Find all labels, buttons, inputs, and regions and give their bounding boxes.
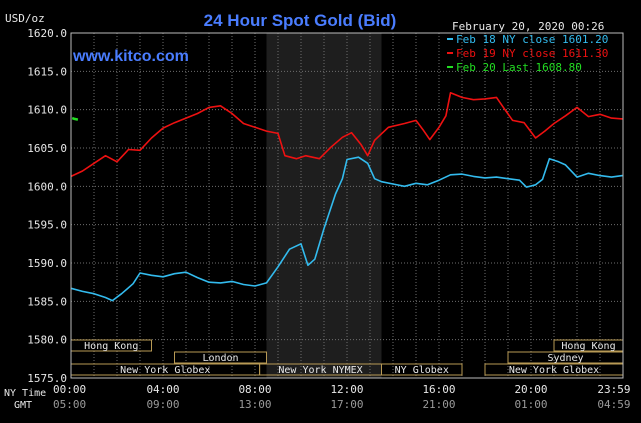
y-tick-label: 1590.0 bbox=[27, 257, 67, 270]
x-tick-label-ny: 16:00 bbox=[422, 383, 455, 396]
y-tick-label: 1580.0 bbox=[27, 334, 67, 347]
legend-entry: Feb 19 NY close 1611.30 bbox=[456, 47, 608, 60]
x-tick-label-gmt: 04:59 bbox=[597, 398, 630, 411]
y-tick-label: 1605.0 bbox=[27, 142, 67, 155]
x-tick-label-gmt: 01:00 bbox=[514, 398, 547, 411]
session-label: New York Globex bbox=[509, 365, 599, 376]
session-label: New York NYMEX bbox=[278, 365, 362, 376]
session-label: NY Globex bbox=[395, 365, 449, 376]
session-box bbox=[174, 351, 267, 364]
x-tick-label-gmt: 13:00 bbox=[238, 398, 271, 411]
legend-entry: Feb 18 NY close 1601.20 bbox=[456, 33, 608, 46]
y-tick-label: 1620.0 bbox=[27, 27, 67, 40]
session-label: Hong Kong bbox=[84, 341, 138, 352]
session-label: New York Globex bbox=[120, 365, 210, 376]
y-tick-label: 1600.0 bbox=[27, 180, 67, 193]
x-tick-label-ny: 08:00 bbox=[238, 383, 271, 396]
x-axis-label-ny: NY Time bbox=[4, 388, 46, 399]
series-line-2 bbox=[70, 92, 623, 178]
series-line-3 bbox=[71, 116, 79, 121]
x-tick-label-ny: 00:00 bbox=[53, 383, 86, 396]
plot-frame bbox=[70, 32, 624, 379]
y-tick-label: 1610.0 bbox=[27, 104, 67, 117]
y-tick-label: 1595.0 bbox=[27, 219, 67, 232]
x-tick-label-gmt: 09:00 bbox=[146, 398, 179, 411]
y-tick-label: 1615.0 bbox=[27, 65, 67, 78]
x-tick-label-gmt: 17:00 bbox=[330, 398, 363, 411]
x-tick-label-ny: 20:00 bbox=[514, 383, 547, 396]
chart-title: 24 Hour Spot Gold (Bid) bbox=[204, 11, 397, 30]
x-tick-label-ny: 12:00 bbox=[330, 383, 363, 396]
x-tick-label-gmt: 21:00 bbox=[422, 398, 455, 411]
legend-entry: Feb 20 Last 1608.80 bbox=[456, 61, 582, 74]
series-line-1 bbox=[70, 156, 623, 302]
session-box bbox=[381, 363, 463, 376]
date-label: February 20, 2020 00:26 bbox=[452, 20, 604, 33]
x-axis-label-gmt: GMT bbox=[14, 400, 32, 411]
y-axis-label: USD/oz bbox=[5, 12, 45, 25]
y-tick-label: 1575.0 bbox=[27, 372, 67, 385]
x-tick-label-ny: 23:59 bbox=[597, 383, 630, 396]
y-tick-label: 1585.0 bbox=[27, 295, 67, 308]
x-tick-label-ny: 04:00 bbox=[146, 383, 179, 396]
brand-label[interactable]: www.kitco.com bbox=[72, 48, 189, 65]
x-tick-label-gmt: 05:00 bbox=[53, 398, 86, 411]
session-label: Hong Kong bbox=[561, 341, 615, 352]
session-label: London bbox=[202, 353, 238, 364]
session-label: Sydney bbox=[547, 353, 583, 364]
